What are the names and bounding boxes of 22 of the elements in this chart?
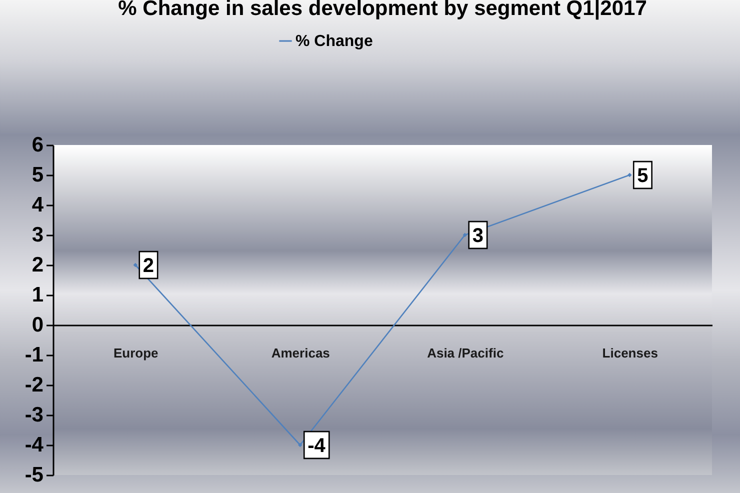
- y-tick-label: 2: [32, 254, 44, 276]
- y-tick-label: -3: [24, 404, 44, 426]
- y-tick-label: -4: [24, 434, 44, 456]
- data-label: -4: [308, 435, 326, 457]
- y-tick-label: 6: [32, 134, 44, 156]
- y-tick-label: -5: [24, 464, 44, 486]
- x-tick-label: Asia /Pacific: [427, 346, 504, 360]
- x-tick-label: Europe: [113, 346, 158, 360]
- y-tick-label: -1: [24, 344, 44, 366]
- data-label: 2: [142, 255, 154, 277]
- y-tick-label: 3: [32, 224, 44, 246]
- x-tick-label: Americas: [271, 346, 330, 360]
- x-tick-label: Licenses: [602, 346, 658, 360]
- y-tick-label: 5: [32, 164, 44, 186]
- y-tick-label: 0: [32, 314, 44, 336]
- legend-label: % Change: [296, 33, 373, 50]
- data-label: 5: [637, 165, 648, 187]
- chart-title: % Change in sales development by segment Q1|2017: [118, 0, 647, 20]
- y-tick-label: 4: [32, 194, 44, 216]
- y-tick-label: 1: [32, 284, 44, 306]
- data-label: 3: [472, 225, 484, 247]
- y-tick-label: -2: [24, 374, 44, 396]
